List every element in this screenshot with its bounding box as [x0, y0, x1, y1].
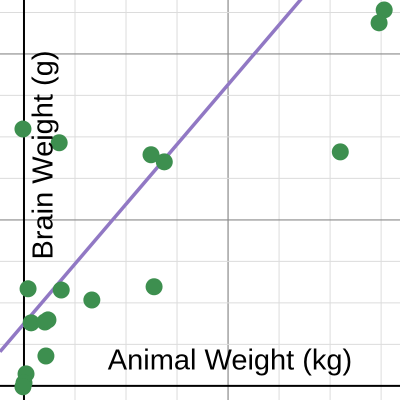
data-point: [145, 278, 163, 296]
data-point: [370, 14, 388, 32]
data-point: [37, 347, 55, 365]
data-point: [14, 378, 32, 396]
data-point: [50, 134, 68, 152]
data-point: [331, 143, 349, 161]
data-point: [155, 153, 173, 171]
data-point: [14, 120, 32, 138]
data-point: [39, 311, 57, 329]
data-point: [142, 146, 160, 164]
data-point: [22, 314, 40, 332]
data-point: [52, 281, 70, 299]
data-point: [83, 291, 101, 309]
data-point: [19, 280, 37, 298]
y-axis-label: Brain Weight (g): [28, 51, 60, 260]
data-point: [375, 1, 393, 19]
x-axis-label: Animal Weight (kg): [108, 345, 352, 377]
trend-line: [0, 0, 303, 353]
